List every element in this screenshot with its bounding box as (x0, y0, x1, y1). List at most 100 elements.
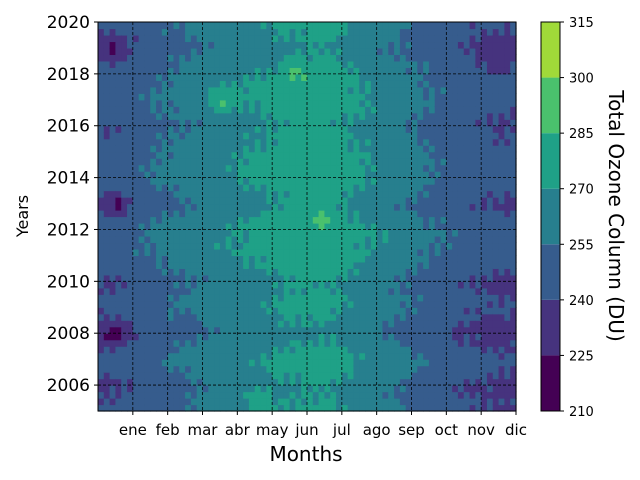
heatmap-cell (272, 138, 279, 146)
heatmap-cell (324, 398, 331, 406)
heatmap-cell (225, 339, 233, 347)
heatmap-cell (341, 281, 349, 289)
heatmap-cell (156, 300, 163, 308)
heatmap-cell (492, 242, 500, 250)
heatmap-cell (463, 34, 471, 43)
heatmap-cell (231, 184, 238, 192)
heatmap-cell (173, 372, 180, 380)
heatmap-cell (225, 171, 233, 179)
heatmap-cell (388, 313, 395, 321)
heatmap-cell (318, 333, 326, 341)
heatmap-cell (138, 197, 146, 205)
heatmap-cell (318, 320, 326, 328)
heatmap-cell (486, 365, 494, 373)
heatmap-cell (434, 229, 442, 237)
heatmap-cell (428, 313, 436, 321)
heatmap-cell (103, 287, 111, 295)
heatmap-cell (219, 210, 227, 218)
heatmap-cell (301, 248, 308, 256)
heatmap-cell (121, 203, 128, 211)
heatmap-cell (463, 229, 471, 237)
heatmap-cell (156, 287, 163, 295)
heatmap-cell (260, 222, 267, 231)
heatmap-cell (376, 22, 384, 30)
heatmap-cell (179, 190, 186, 198)
heatmap-cell (138, 34, 146, 43)
heatmap-cell (492, 164, 500, 172)
heatmap-cell (208, 404, 215, 412)
heatmap-cell (156, 242, 163, 250)
heatmap-cell (463, 138, 471, 146)
heatmap-cell (492, 378, 500, 386)
heatmap-cell (370, 86, 378, 94)
heatmap-cell (359, 28, 366, 36)
heatmap-cell (330, 177, 337, 185)
heatmap-cell (254, 339, 262, 347)
heatmap-cell (440, 404, 447, 412)
heatmap-cell (138, 73, 146, 81)
heatmap-cell (301, 359, 308, 367)
heatmap-cell (150, 99, 157, 107)
heatmap-cell (248, 365, 256, 373)
heatmap-cell (382, 80, 389, 88)
heatmap-cell (318, 281, 326, 289)
heatmap-cell (127, 99, 134, 107)
heatmap-cell (376, 216, 384, 224)
heatmap-cell (307, 86, 314, 94)
heatmap-cell (411, 242, 418, 250)
heatmap-cell (295, 41, 302, 49)
heatmap-cell (231, 352, 238, 360)
colorbar-segment (541, 188, 560, 245)
heatmap-cell (138, 261, 146, 269)
heatmap-cell (167, 60, 175, 68)
heatmap-cell (185, 47, 192, 56)
heatmap-cell (231, 398, 238, 406)
heatmap-cell (150, 307, 157, 315)
heatmap-cell (376, 313, 384, 321)
heatmap-cell (359, 93, 366, 101)
heatmap-cell (399, 197, 407, 205)
heatmap-cell (498, 300, 505, 308)
heatmap-cell (388, 391, 395, 399)
heatmap-cell (341, 372, 349, 380)
heatmap-cell (196, 158, 204, 166)
heatmap-cell (394, 242, 401, 250)
heatmap-cell (301, 333, 308, 341)
heatmap-cell (469, 352, 476, 360)
heatmap-cell (231, 307, 238, 315)
heatmap-cell (277, 125, 285, 133)
heatmap-cell (341, 326, 349, 334)
heatmap-cell (103, 112, 111, 120)
heatmap-cell (225, 404, 233, 412)
heatmap-cell (115, 333, 122, 341)
heatmap-cell (150, 54, 157, 62)
heatmap-cell (347, 67, 355, 75)
heatmap-cell (452, 229, 459, 237)
heatmap-cell (411, 164, 418, 172)
heatmap-cell (231, 171, 238, 179)
heatmap-cell (185, 145, 192, 153)
heatmap-cell (405, 80, 413, 88)
heatmap-cell (190, 313, 198, 321)
heatmap-cell (231, 190, 238, 198)
heatmap-cell (121, 359, 128, 367)
heatmap-cell (382, 287, 389, 295)
heatmap-cell (254, 333, 262, 341)
heatmap-cell (376, 54, 384, 62)
heatmap-cell (388, 190, 395, 198)
heatmap-cell (103, 203, 111, 211)
heatmap-cell (498, 41, 505, 49)
heatmap-cell (225, 158, 233, 166)
heatmap-cell (301, 365, 308, 373)
heatmap-cell (283, 190, 291, 198)
heatmap-cell (214, 138, 221, 146)
heatmap-cell (423, 398, 430, 406)
heatmap-cell (463, 333, 471, 341)
heatmap-cell (388, 281, 395, 289)
heatmap-cell (127, 86, 134, 94)
heatmap-cell (248, 28, 256, 36)
heatmap-cell (452, 184, 459, 192)
heatmap-cell (307, 307, 314, 315)
heatmap-cell (185, 197, 192, 205)
heatmap-cell (248, 404, 256, 412)
